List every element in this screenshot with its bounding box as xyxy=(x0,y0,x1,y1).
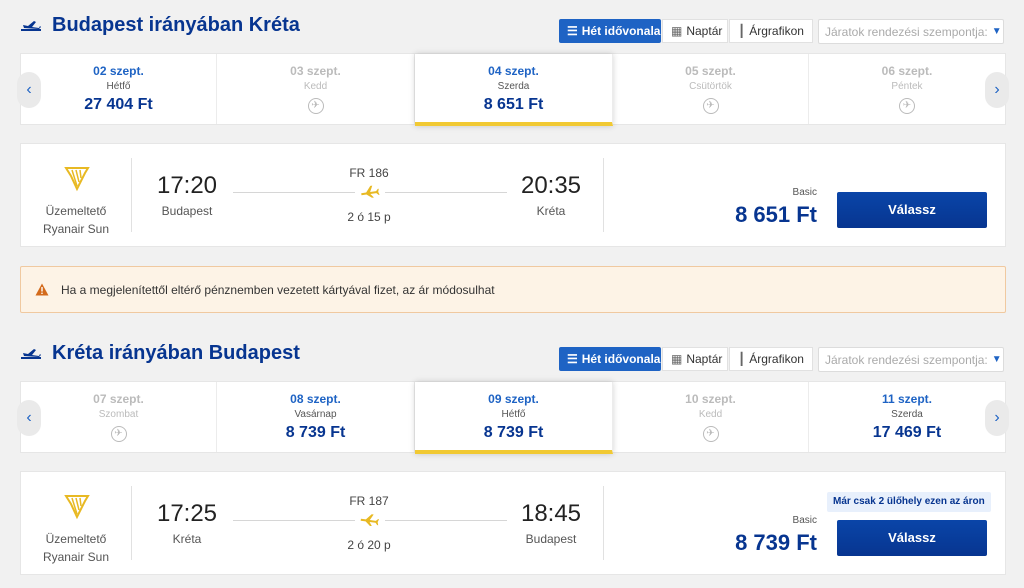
chevron-down-icon: ▼ xyxy=(991,354,1002,365)
tab-week-timeline[interactable]: ☰ Hét idővonala xyxy=(559,19,661,43)
calendar-icon: ▦ xyxy=(671,352,683,366)
flight-duration: 2 ó 20 p xyxy=(347,538,391,552)
route-line xyxy=(233,520,355,521)
departure-time: 17:25 xyxy=(156,500,218,527)
date-cell-selected[interactable]: 09 szept. Hétfő 8 739 Ft xyxy=(415,382,613,454)
date-cell: 06 szept. Péntek ✈ xyxy=(809,54,1005,124)
notice-text: Ha a megjelenítettől eltérő pénznemben v… xyxy=(61,283,495,297)
seat-availability-badge: Már csak 2 ülőhely ezen az áron xyxy=(827,492,991,512)
arrival-time: 18:45 xyxy=(520,500,582,527)
plane-icon xyxy=(361,185,380,198)
sort-select[interactable]: Járatok rendezési szempontja: ▼ xyxy=(818,347,1004,372)
chevron-left-icon: ‹ xyxy=(26,81,32,98)
date-cell: 10 szept. Kedd ✈ xyxy=(613,382,809,452)
date-cell-selected[interactable]: 04 szept. Szerda 8 651 Ft xyxy=(415,54,613,126)
arrival-time: 20:35 xyxy=(520,172,582,199)
select-flight-button[interactable]: Válassz xyxy=(837,520,987,556)
no-flight-icon: ✈ xyxy=(307,98,324,114)
chevron-down-icon: ▼ xyxy=(991,26,1002,37)
flight-duration: 2 ó 15 p xyxy=(347,210,391,224)
ryanair-harp-icon xyxy=(64,167,90,192)
prev-dates-button[interactable]: ‹ xyxy=(17,400,41,436)
fare-label: Basic xyxy=(792,187,817,198)
outbound-header: Budapest irányában Kréta ☰ Hét idővonala… xyxy=(0,0,1024,44)
tab-calendar[interactable]: ▦ Naptár xyxy=(662,19,728,43)
operator-label: Üzemeltető xyxy=(45,532,107,546)
date-cell[interactable]: 11 szept. Szerda 17 469 Ft xyxy=(872,392,942,441)
no-flight-icon: ✈ xyxy=(110,426,127,442)
departure-plane-icon xyxy=(21,21,41,31)
tab-calendar[interactable]: ▦ Naptár xyxy=(662,347,728,371)
route-line xyxy=(233,192,355,193)
list-icon: ☰ xyxy=(567,24,578,38)
route-line xyxy=(385,520,507,521)
route-line xyxy=(385,192,507,193)
arrival-city: Budapest xyxy=(525,532,577,546)
inbound-title: Kréta irányában Budapest xyxy=(52,342,300,364)
bar-chart-icon: ┃ xyxy=(738,24,746,38)
currency-notice: Ha a megjelenítettől eltérő pénznemben v… xyxy=(20,266,1006,313)
divider xyxy=(131,158,132,232)
operator-name: Ryanair Sun xyxy=(42,550,110,564)
date-cell: 03 szept. Kedd ✈ xyxy=(217,54,415,124)
prev-dates-button[interactable]: ‹ xyxy=(17,72,41,108)
arrival-city: Kréta xyxy=(536,204,566,218)
fare-price: 8 651 Ft xyxy=(735,202,817,227)
outbound-title: Budapest irányában Kréta xyxy=(52,14,300,36)
departure-city: Budapest xyxy=(161,204,213,218)
date-cell: 07 szept. Szombat ✈ xyxy=(21,382,217,452)
list-icon: ☰ xyxy=(567,352,578,366)
next-dates-button[interactable]: › xyxy=(985,400,1009,436)
inbound-flight-card: Üzemeltető Ryanair Sun 17:25 Kréta FR 18… xyxy=(20,471,1006,575)
calendar-icon: ▦ xyxy=(671,24,683,38)
date-cell[interactable]: 08 szept. Vasárnap 8 739 Ft xyxy=(217,382,415,452)
no-flight-icon: ✈ xyxy=(702,98,719,114)
divider xyxy=(603,158,604,232)
warning-icon xyxy=(35,283,49,296)
operator-name: Ryanair Sun xyxy=(42,222,110,236)
divider xyxy=(131,486,132,560)
chevron-left-icon: ‹ xyxy=(26,409,32,426)
bar-chart-icon: ┃ xyxy=(738,352,746,366)
divider xyxy=(603,486,604,560)
tab-week-timeline[interactable]: ☰ Hét idővonala xyxy=(559,347,661,371)
sort-select[interactable]: Járatok rendezési szempontja: ▼ xyxy=(818,19,1004,44)
tab-price-chart[interactable]: ┃ Árgrafikon xyxy=(729,347,813,371)
departure-plane-icon xyxy=(21,349,41,359)
tab-price-chart[interactable]: ┃ Árgrafikon xyxy=(729,19,813,43)
no-flight-icon: ✈ xyxy=(899,98,915,114)
date-cell[interactable]: 02 szept. Hétfő 27 404 Ft xyxy=(21,54,217,124)
ryanair-harp-icon xyxy=(64,495,90,520)
fare-label: Basic xyxy=(792,515,817,526)
flight-number: FR 187 xyxy=(349,494,389,508)
outbound-date-strip: ‹ 02 szept. Hétfő 27 404 Ft 03 szept. Ke… xyxy=(17,53,1009,126)
fare-price: 8 739 Ft xyxy=(735,530,817,555)
plane-icon xyxy=(360,514,380,526)
departure-time: 17:20 xyxy=(156,172,218,199)
next-dates-button[interactable]: › xyxy=(985,72,1009,108)
inbound-header: Kréta irányában Budapest ☰ Hét idővonala… xyxy=(0,328,1024,372)
flight-number: FR 186 xyxy=(349,166,389,180)
departure-city: Kréta xyxy=(172,532,202,546)
date-cell: 05 szept. Csütörtök ✈ xyxy=(613,54,809,124)
chevron-right-icon: › xyxy=(994,409,1000,426)
chevron-right-icon: › xyxy=(994,81,1000,98)
outbound-flight-card: Üzemeltető Ryanair Sun 17:20 Budapest FR… xyxy=(20,143,1006,247)
operator-label: Üzemeltető xyxy=(45,204,107,218)
no-flight-icon: ✈ xyxy=(702,426,719,442)
inbound-date-strip: ‹ 07 szept. Szombat ✈ 08 szept. Vasárnap… xyxy=(17,381,1009,454)
select-flight-button[interactable]: Válassz xyxy=(837,192,987,228)
